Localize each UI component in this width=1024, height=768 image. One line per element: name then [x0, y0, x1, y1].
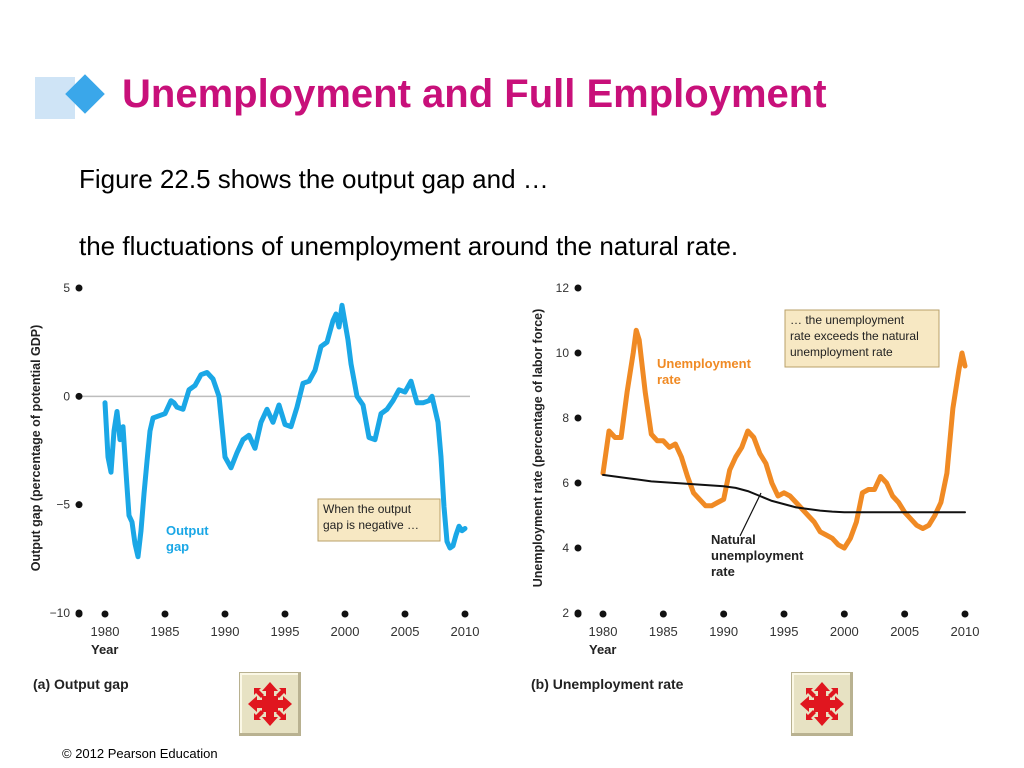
output-gap-chart: 5 0 −5 −10 1980 1985 1990 1995 2000 2005 2010 Year O… [29, 281, 480, 657]
y-tick-label: 6 [562, 476, 569, 490]
move-arrows-button-a[interactable] [239, 672, 301, 736]
y-tick-label: −5 [56, 498, 70, 512]
natural-rate-pointer [739, 492, 762, 537]
x-axis-origin-dot [75, 610, 83, 618]
x-tick-label: 2000 [830, 624, 859, 639]
move-arrows-icon [800, 682, 844, 726]
x-tick-dot [599, 610, 607, 618]
series-label: Unemployment [657, 356, 752, 371]
x-axis-label: Year [589, 642, 616, 657]
y-tick-dot [574, 414, 582, 422]
x-tick-label: 2000 [331, 624, 360, 639]
x-tick-label: 1985 [649, 624, 678, 639]
x-tick-dot [901, 610, 909, 618]
y-tick-label: 0 [63, 389, 70, 403]
annotation-text: rate exceeds the natural [790, 329, 919, 343]
x-tick-label: 1995 [271, 624, 300, 639]
y-tick-dot [75, 501, 83, 509]
y-tick-dot [574, 479, 582, 487]
y-tick-dot [574, 349, 582, 357]
x-tick-dot [161, 610, 169, 618]
x-tick-dot [659, 610, 667, 618]
x-tick-dot [461, 610, 469, 618]
slide-title: Unemployment and Full Employment [122, 72, 827, 116]
x-tick-label: 1980 [589, 624, 618, 639]
y-tick-dot [574, 284, 582, 292]
x-axis-origin-dot [574, 610, 582, 618]
annotation-box [317, 498, 441, 542]
y-tick-label: 4 [562, 541, 569, 555]
y-tick-label: 5 [63, 281, 70, 295]
x-tick-label: 2005 [890, 624, 919, 639]
bullet-line-1: Figure 22.5 shows the output gap and … [79, 164, 549, 194]
annotation-text: gap is negative … [323, 518, 419, 532]
move-arrows-icon [248, 682, 292, 726]
x-tick-dot [720, 610, 728, 618]
y-tick-label: −10 [50, 606, 71, 620]
annotation-text: … the unemployment [790, 313, 905, 327]
x-tick-dot [840, 610, 848, 618]
series-line-1 [600, 327, 968, 551]
series-label: gap [166, 539, 189, 554]
y-axis-label: Output gap (percentage of potential GDP) [29, 325, 43, 572]
series-line-1 [102, 302, 468, 560]
series-label: Output [166, 523, 209, 538]
annotation-text: When the output [323, 502, 412, 516]
y-tick-label: 10 [556, 346, 570, 360]
y-tick-label: 8 [562, 411, 569, 425]
x-tick-label: 2010 [451, 624, 480, 639]
unemployment-rate-chart: 12 10 8 6 4 2 1980 1985 1990 1995 2000 2005 2010 Year… [531, 281, 980, 657]
annotation-box [784, 309, 940, 368]
series-line-2 [602, 473, 966, 514]
series-label: Natural [711, 532, 756, 547]
series-label: rate [711, 564, 735, 579]
x-axis-label: Year [91, 642, 118, 657]
series-label: rate [657, 372, 681, 387]
x-tick-label: 2010 [951, 624, 980, 639]
panel-label-unemployment-rate: (b) Unemployment rate [531, 676, 684, 692]
panel-label-output-gap: (a) Output gap [33, 676, 129, 692]
y-tick-label: 12 [556, 281, 570, 295]
y-tick-dot [75, 392, 83, 400]
annotation-text: unemployment rate [790, 345, 893, 359]
y-tick-label: 2 [562, 606, 569, 620]
x-tick-dot [281, 610, 289, 618]
copyright-text: © 2012 Pearson Education [62, 746, 218, 761]
x-tick-dot [780, 610, 788, 618]
x-tick-label: 1985 [151, 624, 180, 639]
x-tick-dot [221, 610, 229, 618]
y-tick-dot [75, 284, 83, 292]
x-tick-dot [961, 610, 969, 618]
y-tick-dot [574, 544, 582, 552]
y-axis-label: Unemployment rate (percentage of labor f… [531, 309, 545, 588]
x-tick-label: 1990 [211, 624, 240, 639]
bullet-line-2: the fluctuations of unemployment around … [79, 231, 739, 261]
x-tick-dot [101, 610, 109, 618]
x-tick-label: 1980 [91, 624, 120, 639]
series-label: unemployment [711, 548, 804, 563]
x-tick-label: 1990 [709, 624, 738, 639]
x-tick-dot [341, 610, 349, 618]
x-tick-dot [401, 610, 409, 618]
x-tick-label: 2005 [391, 624, 420, 639]
x-tick-label: 1995 [770, 624, 799, 639]
move-arrows-button-b[interactable] [791, 672, 853, 736]
